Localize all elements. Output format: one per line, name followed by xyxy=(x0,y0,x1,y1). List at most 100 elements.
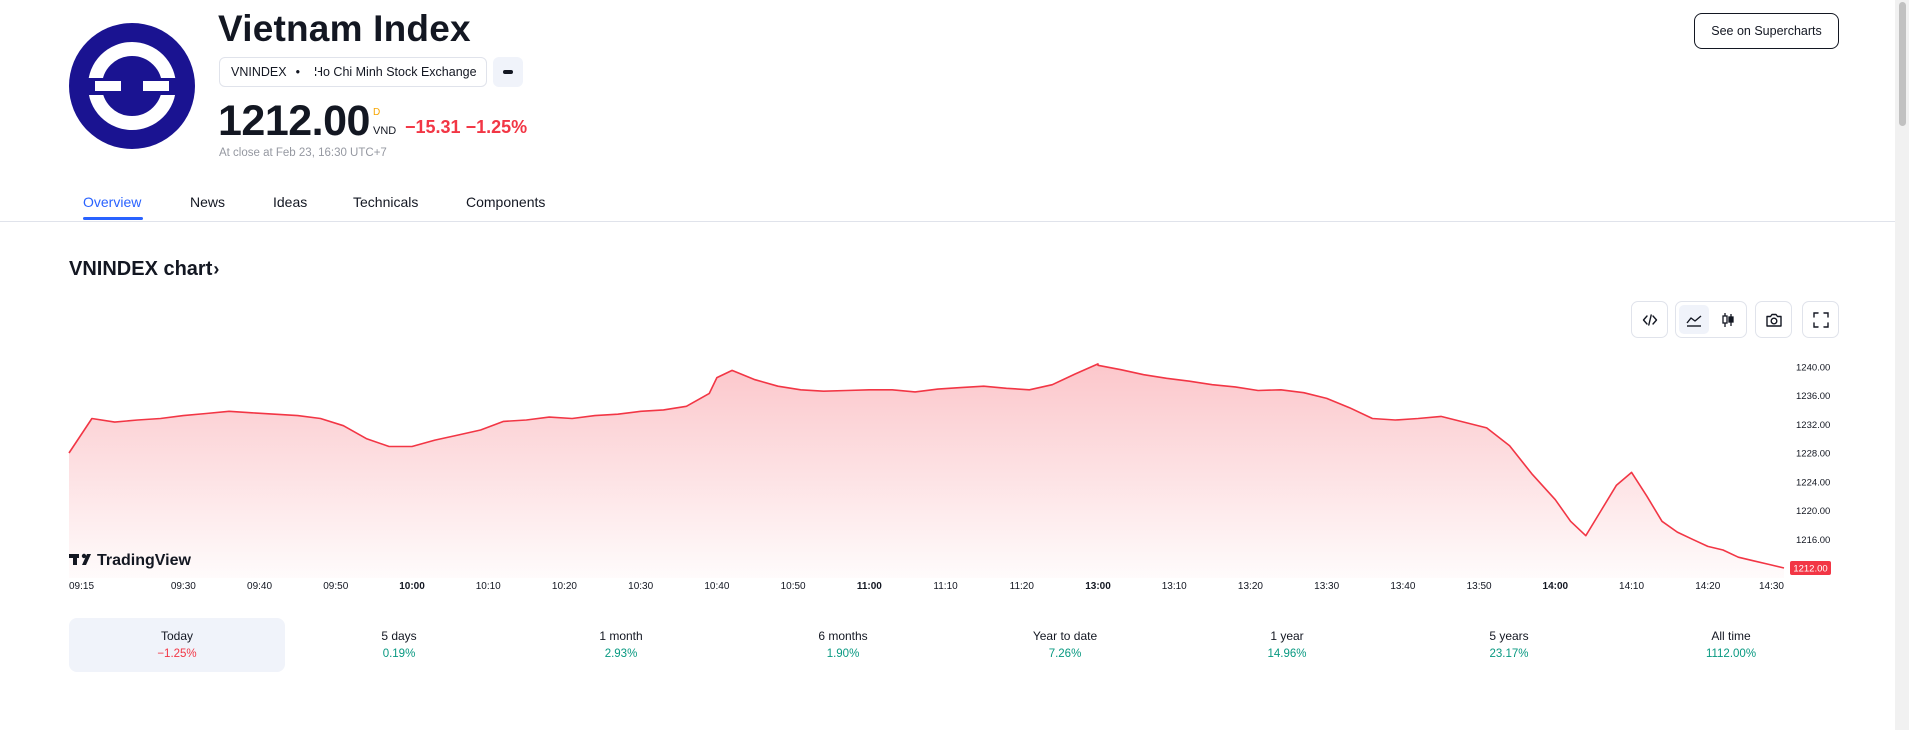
x-axis-tick-label: 14:20 xyxy=(1695,581,1720,592)
symbol-ticker: VNINDEX xyxy=(231,65,287,79)
close-time-note: At close at Feb 23, 16:30 UTC+7 xyxy=(219,147,387,159)
tab-bar: Overview News Ideas Technicals Component… xyxy=(0,183,1895,222)
fullscreen-button[interactable] xyxy=(1802,301,1839,338)
period-change: 14.96% xyxy=(1267,648,1307,660)
embed-code-button[interactable] xyxy=(1631,301,1668,338)
delayed-flag: D xyxy=(373,107,381,118)
collapse-button[interactable] xyxy=(493,57,523,87)
x-axis-tick-label: 13:10 xyxy=(1162,581,1187,592)
chart-heading-link[interactable]: VNINDEX chart› xyxy=(69,258,219,281)
period-5-years[interactable]: 5 years 23.17% xyxy=(1401,618,1617,672)
x-axis-tick-label: 09:15 xyxy=(69,581,94,592)
x-axis-tick-label: 10:40 xyxy=(704,581,729,592)
period-label: 6 months xyxy=(818,629,868,643)
x-axis-tick-label: 10:20 xyxy=(552,581,577,592)
camera-icon xyxy=(1765,313,1782,327)
y-axis-tick-label: 1220.00 xyxy=(1796,506,1830,517)
period-change: 2.93% xyxy=(604,648,638,660)
y-axis-tick-label: 1240.00 xyxy=(1796,362,1830,373)
period-change: 1112.00% xyxy=(1705,648,1757,660)
y-axis-tick-label: 1224.00 xyxy=(1796,477,1830,488)
period-5-days[interactable]: 5 days 0.19% xyxy=(291,618,507,672)
x-axis-tick-label: 14:10 xyxy=(1619,581,1644,592)
period-all-time[interactable]: All time 1112.00% xyxy=(1623,618,1839,672)
embed-code-icon xyxy=(1642,313,1657,326)
chevron-right-icon: › xyxy=(213,259,220,279)
see-on-supercharts-button[interactable]: See on Supercharts xyxy=(1694,13,1839,49)
x-axis-tick-label: 13:50 xyxy=(1467,581,1492,592)
price-currency: VND xyxy=(373,125,397,137)
tab-ideas[interactable]: Ideas xyxy=(273,194,308,210)
x-axis-tick-label: 13:40 xyxy=(1390,581,1415,592)
period-label: 5 days xyxy=(381,629,417,643)
price-line xyxy=(68,363,1785,569)
candles-icon xyxy=(1722,312,1734,327)
scrollbar-thumb[interactable] xyxy=(1899,2,1906,126)
chart-style-toggle xyxy=(1675,301,1747,338)
area-chart-icon xyxy=(1686,314,1702,327)
y-axis-tick-label: 1236.00 xyxy=(1796,391,1830,402)
symbol-exchange-chip[interactable]: VNINDEX • Ho Chi Minh Stock Exchange xyxy=(219,57,487,87)
x-axis-tick-label: 14:30 xyxy=(1759,581,1784,592)
period-1-month[interactable]: 1 month 2.93% xyxy=(513,618,729,672)
tab-news[interactable]: News xyxy=(190,194,226,210)
x-axis-tick-label: 09:30 xyxy=(171,581,196,592)
period-label: 5 years xyxy=(1489,629,1529,643)
y-axis-tick-label: 1216.00 xyxy=(1796,535,1830,546)
change-value: −15.31 xyxy=(405,117,461,137)
period-change: 1.90% xyxy=(826,648,860,660)
change-percent: −1.25% xyxy=(465,117,528,137)
page-scrollbar[interactable] xyxy=(1895,0,1909,730)
period-label: Today xyxy=(160,629,194,643)
period-6-months[interactable]: 6 months 1.90% xyxy=(735,618,951,672)
x-axis-tick-label: 14:00 xyxy=(1543,581,1569,592)
period-label: 1 year xyxy=(1270,629,1304,643)
price-chart[interactable]: 09:15 09:30 09:40 09:50 10:00 10:10 10:20 10:30… xyxy=(0,340,1895,600)
separator-dot: • xyxy=(295,65,300,79)
period-change: 23.17% xyxy=(1489,648,1529,660)
period-label: All time xyxy=(1711,629,1751,643)
snapshot-button[interactable] xyxy=(1755,301,1792,338)
hose-logo-icon xyxy=(83,42,181,130)
period-change: −1.25% xyxy=(157,648,197,660)
tradingview-wordmark: TradingView xyxy=(97,552,192,569)
x-axis-tick-label: 10:10 xyxy=(476,581,501,592)
price-area-fill xyxy=(69,363,1784,578)
x-axis-tick-label: 13:20 xyxy=(1238,581,1263,592)
tab-overview[interactable]: Overview xyxy=(83,194,142,210)
x-axis-tick-label: 10:50 xyxy=(781,581,806,592)
x-axis-tick-label: 13:30 xyxy=(1314,581,1339,592)
performance-periods: Today −1.25% 5 days 0.19% 1 month 2.93% 6 mont… xyxy=(69,618,1839,672)
x-axis-tick-label: 10:30 xyxy=(628,581,653,592)
minus-icon xyxy=(503,70,513,74)
period-label: Year to date xyxy=(1032,629,1098,643)
period-change: 0.19% xyxy=(382,648,416,660)
tradingview-watermark: TradingView xyxy=(69,552,192,569)
price-change: −15.31 −1.25% xyxy=(405,117,527,138)
tab-components[interactable]: Components xyxy=(466,194,546,210)
tradingview-logo-icon xyxy=(69,553,91,565)
x-axis-tick-label: 09:40 xyxy=(247,581,272,592)
period-1-year[interactable]: 1 year 14.96% xyxy=(1179,618,1395,672)
fullscreen-icon xyxy=(1812,311,1829,328)
area-style-button[interactable] xyxy=(1679,305,1709,334)
y-axis-tick-label: 1232.00 xyxy=(1796,420,1830,431)
x-axis-tick-label: 10:00 xyxy=(399,581,425,592)
active-tab-indicator xyxy=(83,217,143,220)
x-axis-tick-label: 11:00 xyxy=(857,581,882,592)
period-year-to-date[interactable]: Year to date 7.26% xyxy=(957,618,1173,672)
page-title: Vietnam Index xyxy=(218,8,471,49)
period-label: 1 month xyxy=(599,629,643,643)
period-change: 7.26% xyxy=(1048,648,1082,660)
x-axis-tick-label: 09:50 xyxy=(323,581,348,592)
period-today[interactable]: Today −1.25% xyxy=(69,618,285,672)
candles-style-button[interactable] xyxy=(1713,305,1743,334)
last-price-label: 1212.00 xyxy=(1793,564,1827,575)
tab-technicals[interactable]: Technicals xyxy=(353,194,419,210)
last-price-label-bg xyxy=(1790,561,1831,575)
last-price: 1212.00 xyxy=(218,97,370,145)
index-logo xyxy=(69,23,195,149)
chart-heading-text: VNINDEX chart xyxy=(69,258,213,280)
x-axis-tick-label: 11:10 xyxy=(933,581,958,592)
x-axis-tick-label: 13:00 xyxy=(1085,581,1111,592)
